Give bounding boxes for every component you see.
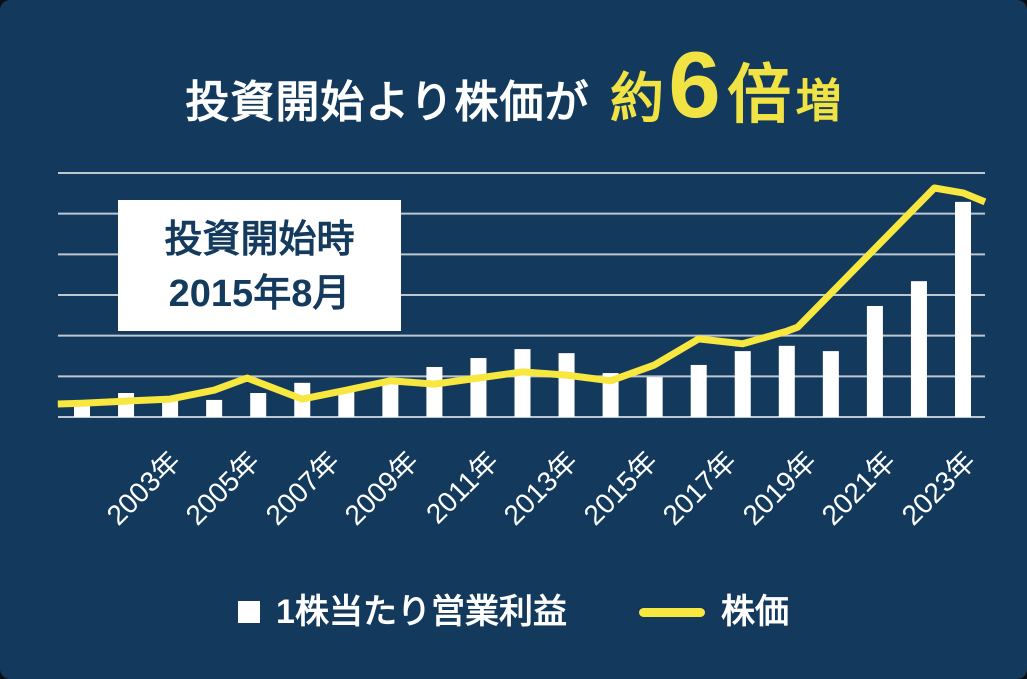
bar-2014 <box>558 353 575 417</box>
stock-price-line <box>57 184 987 408</box>
bar-2007 <box>250 393 267 417</box>
bar-2006 <box>206 399 223 417</box>
legend-line-marker <box>638 607 705 617</box>
chart-title: 投資開始より株価が 約 6 倍 増 <box>0 38 1027 132</box>
legend-bar-label: 1株当たり営業利益 <box>276 593 567 631</box>
bar-2018 <box>734 351 751 417</box>
title-approx: 約 <box>609 69 664 129</box>
bar-2021 <box>866 305 883 417</box>
bar-2017 <box>690 364 707 417</box>
legend-bar-marker <box>238 601 261 623</box>
investment-start-callout: 投資開始時 2015年8月 <box>118 200 401 331</box>
bar-2015 <box>602 373 619 417</box>
bar-2019 <box>778 345 795 417</box>
bar-2016 <box>646 377 663 417</box>
bar-2022 <box>910 281 927 417</box>
title-increase-suffix: 増 <box>795 75 842 127</box>
title-multiplier-number: 6 <box>668 32 723 137</box>
bar-2004 <box>118 393 135 417</box>
legend-line-label: 株価 <box>720 593 789 631</box>
bar-2011 <box>426 366 443 417</box>
bar-2010 <box>382 381 399 417</box>
title-times-unit: 倍 <box>727 59 792 131</box>
legend: 1株当たり営業利益 株価 <box>0 595 1027 629</box>
bar-2009 <box>338 391 355 417</box>
callout-line2: 2015年8月 <box>168 272 351 315</box>
bar-2023 <box>955 201 971 417</box>
title-prefix: 投資開始より株価が <box>185 78 590 127</box>
bar-2013 <box>514 349 531 417</box>
bar-2020 <box>822 351 839 417</box>
callout-line1: 投資開始時 <box>164 219 355 261</box>
bar-2012 <box>470 358 487 417</box>
